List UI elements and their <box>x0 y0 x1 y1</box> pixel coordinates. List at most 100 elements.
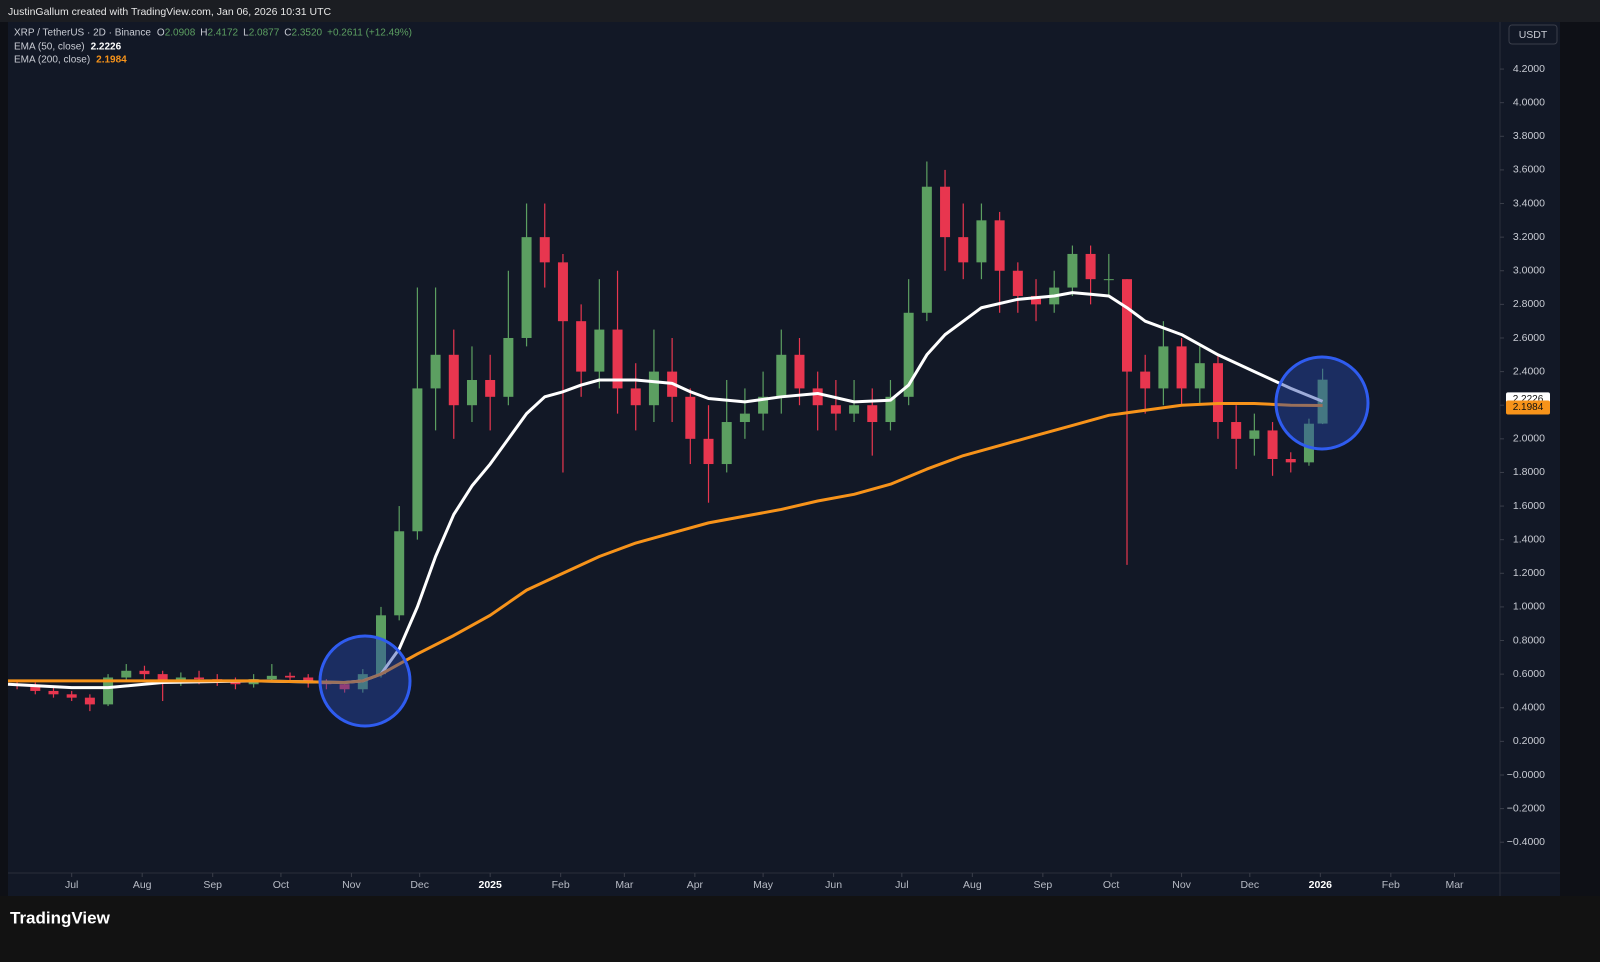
candle-body <box>703 438 714 465</box>
legend-ohlc-label: O <box>157 28 165 39</box>
y-tick-label: 2.6000 <box>1513 332 1545 344</box>
candle-body <box>194 677 205 680</box>
candle-body <box>466 380 477 406</box>
plot-area <box>8 22 1560 896</box>
legend-ohlc-value: 2.3520 <box>292 28 323 39</box>
legend-change: +0.2611 (+12.49%) <box>327 28 412 39</box>
price-tag-label: 2.2226 <box>1513 394 1544 405</box>
x-tick-label: Sep <box>1034 879 1053 891</box>
x-tick-label: Apr <box>687 879 704 891</box>
legend-ohlc-value: 2.0908 <box>165 28 196 39</box>
y-tick-label: 2.8000 <box>1513 298 1545 310</box>
candle-body <box>1031 295 1042 305</box>
ema-line <box>8 402 1323 685</box>
ema-line <box>7 291 1324 690</box>
candle-body <box>1317 379 1328 424</box>
candle-body <box>1212 363 1223 423</box>
candle-body <box>685 396 696 439</box>
y-tick-label: 1.6000 <box>1513 500 1545 512</box>
candle-body <box>103 677 114 705</box>
candle-body <box>521 237 532 338</box>
candle-body <box>794 354 805 389</box>
candle-body <box>1194 363 1205 389</box>
candle-body <box>849 405 860 414</box>
candle-body <box>503 337 514 397</box>
candle-body <box>830 405 841 414</box>
candle-body <box>594 329 605 372</box>
candle-body <box>48 690 59 695</box>
candle-body <box>539 237 550 263</box>
candle-body <box>1140 371 1151 389</box>
x-tick-label: Oct <box>1103 879 1119 891</box>
candle-body <box>448 354 459 406</box>
x-tick-label: Nov <box>1172 879 1191 891</box>
candle-body <box>721 422 732 465</box>
candle-body <box>557 262 568 322</box>
candle-body <box>776 354 787 397</box>
y-tick-label: −0.0000 <box>1507 769 1545 781</box>
candle-body <box>139 670 150 675</box>
y-tick-label: 1.2000 <box>1513 567 1545 579</box>
header-bar <box>0 0 1600 22</box>
legend-title: XRP / TetherUS · 2D · Binance <box>14 28 151 39</box>
legend-series-name: EMA (200, close) <box>14 55 90 66</box>
legend-ohlc-value: 2.4172 <box>208 28 239 39</box>
x-tick-label: Dec <box>410 879 429 891</box>
legend-series-value: 2.2226 <box>91 42 122 53</box>
highlight-circle <box>318 634 412 728</box>
x-tick-label: 2026 <box>1309 879 1333 891</box>
candle-body <box>285 675 296 678</box>
footer <box>0 896 1600 962</box>
y-tick-label: 4.2000 <box>1513 63 1545 75</box>
candle-body <box>1067 253 1078 288</box>
candle-body <box>1303 423 1314 463</box>
x-tick-label: Nov <box>342 879 361 891</box>
candle-body <box>266 675 277 680</box>
candle-body <box>1249 430 1260 439</box>
candle-body <box>739 413 750 423</box>
candle-body <box>339 684 350 690</box>
currency-box <box>1508 24 1558 45</box>
candle-body <box>66 694 77 698</box>
x-tick-label: Dec <box>1240 879 1259 891</box>
x-tick-label: Jun <box>825 879 842 891</box>
y-tick-label: −0.4000 <box>1507 836 1545 848</box>
x-tick-label: Aug <box>963 879 982 891</box>
x-tick-label: Mar <box>615 879 634 891</box>
y-tick-label: 0.6000 <box>1513 668 1545 680</box>
candle-body <box>1085 253 1096 280</box>
y-tick-label: 2.0000 <box>1513 433 1545 445</box>
y-tick-label: 0.2000 <box>1513 735 1545 747</box>
candle-body <box>1285 459 1296 463</box>
candle-body <box>30 685 41 691</box>
legend-ohlc-label: H <box>200 28 207 39</box>
y-tick-label: 3.8000 <box>1513 130 1545 142</box>
legend-series-name: EMA (50, close) <box>14 42 85 53</box>
candle-body <box>867 405 878 423</box>
candle-body <box>576 321 587 372</box>
y-tick-label: 2.4000 <box>1513 365 1545 377</box>
candle-body <box>940 186 951 238</box>
x-tick-label: Jul <box>895 879 908 891</box>
candle-body <box>1158 346 1169 389</box>
y-tick-label: 4.0000 <box>1513 96 1545 108</box>
candle-body <box>303 677 314 683</box>
highlight-circle <box>1274 355 1370 451</box>
price-tag-label: 2.1984 <box>1513 402 1544 413</box>
x-tick-label: Sep <box>203 879 222 891</box>
candle-body <box>758 396 769 414</box>
candle-body <box>430 354 441 389</box>
candle-body <box>412 388 423 532</box>
candle-body <box>612 329 623 389</box>
candle-body <box>121 670 132 678</box>
candle-body <box>1231 422 1242 439</box>
header-text: JustinGallum created with TradingView.co… <box>8 6 332 18</box>
y-tick-label: 0.8000 <box>1513 634 1545 646</box>
x-tick-label: Oct <box>273 879 289 891</box>
legend-ohlc-label: L <box>243 28 249 39</box>
candle-body <box>1267 430 1278 459</box>
candle-body <box>84 697 95 705</box>
candle-body <box>976 220 987 263</box>
